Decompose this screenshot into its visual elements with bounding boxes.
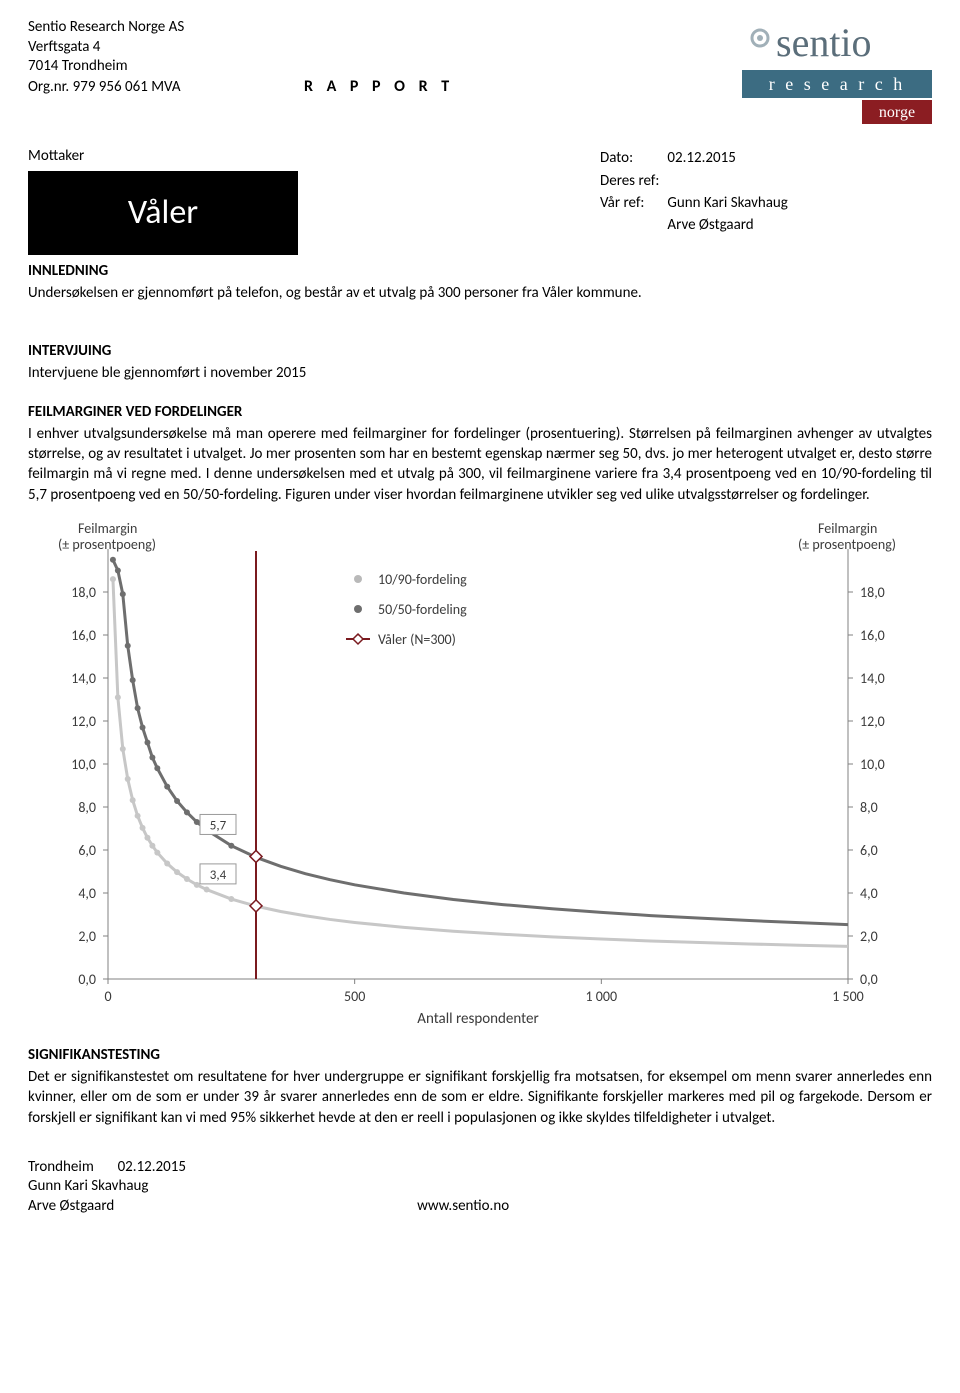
page-footer: Trondheim 02.12.2015 Gunn Kari Skavhaug … (28, 1158, 932, 1217)
sender-postal: 7014 Trondheim (28, 57, 454, 77)
svg-text:0,0: 0,0 (860, 971, 878, 988)
svg-text:4,0: 4,0 (860, 885, 878, 902)
recipient-label: Mottaker (28, 146, 428, 166)
svg-text:Antall respondenter: Antall respondenter (417, 1010, 538, 1028)
svg-text:10,0: 10,0 (860, 756, 885, 773)
recipient-block: Mottaker Våler Dato:02.12.2015 Deres ref… (28, 146, 932, 254)
page-header: Sentio Research Norge AS Verftsgata 4 70… (28, 18, 932, 134)
svg-text:(± prosentpoeng): (± prosentpoeng) (58, 536, 156, 553)
var-ref-label: Vår ref: (600, 193, 665, 213)
svg-text:14,0: 14,0 (71, 670, 96, 687)
svg-text:18,0: 18,0 (71, 584, 96, 601)
report-title: R A P P O R T (304, 77, 454, 96)
svg-text:10,0: 10,0 (71, 756, 96, 773)
footer-name-2: Arve Østgaard (28, 1197, 114, 1217)
svg-text:0,0: 0,0 (78, 971, 96, 988)
section-head-intervjuing: INTERVJUING (28, 341, 932, 361)
svg-text:12,0: 12,0 (860, 713, 885, 730)
footer-url: www.sentio.no (417, 1197, 509, 1217)
svg-text:8,0: 8,0 (78, 799, 96, 816)
footer-name-1: Gunn Kari Skavhaug (28, 1177, 932, 1197)
signifikans-text: Det er signifikanstestet om resultatene … (28, 1067, 932, 1128)
svg-text:16,0: 16,0 (860, 627, 885, 644)
dato-value: 02.12.2015 (667, 148, 793, 168)
svg-text:1 500: 1 500 (832, 988, 864, 1005)
svg-text:10/90-fordeling: 10/90-fordeling (378, 571, 467, 588)
var-ref-2: Arve Østgaard (667, 215, 793, 235)
svg-text:12,0: 12,0 (71, 713, 96, 730)
svg-text:Våler (N=300): Våler (N=300) (378, 631, 456, 648)
svg-text:8,0: 8,0 (860, 799, 878, 816)
svg-text:6,0: 6,0 (78, 842, 96, 859)
svg-text:2,0: 2,0 (860, 928, 878, 945)
svg-text:3,4: 3,4 (210, 868, 227, 883)
section-head-signifikans: SIGNIFIKANSTESTING (28, 1045, 932, 1065)
svg-text:4,0: 4,0 (78, 885, 96, 902)
sender-block: Sentio Research Norge AS Verftsgata 4 70… (28, 18, 454, 97)
svg-text:50/50-fordeling: 50/50-fordeling (378, 601, 467, 618)
sender-company: Sentio Research Norge AS (28, 18, 454, 38)
dato-label: Dato: (600, 148, 665, 168)
svg-text:sentio: sentio (776, 20, 872, 65)
sentio-logo: sentio r e s e a r c h norge (742, 18, 932, 134)
recipient-name-box: Våler (28, 171, 298, 255)
svg-text:500: 500 (344, 988, 365, 1005)
svg-text:2,0: 2,0 (78, 928, 96, 945)
feilmargin-text: I enhver utvalgsundersøkelse må man oper… (28, 424, 932, 505)
sender-orgnr: Org.nr. 979 956 061 MVA R A P P O R T (28, 77, 454, 98)
svg-text:1 000: 1 000 (586, 988, 618, 1005)
section-head-innledning: INNLEDNING (28, 261, 932, 281)
deres-ref-label: Deres ref: (600, 171, 665, 191)
feilmargin-chart: Feilmargin(± prosentpoeng)Feilmargin(± p… (28, 519, 908, 1039)
letter-meta: Dato:02.12.2015 Deres ref: Vår ref:Gunn … (598, 146, 796, 254)
svg-text:5,7: 5,7 (210, 818, 227, 833)
svg-text:r e s e a r c h: r e s e a r c h (769, 74, 905, 94)
svg-text:Feilmargin: Feilmargin (818, 520, 877, 537)
svg-text:(± prosentpoeng): (± prosentpoeng) (798, 536, 896, 553)
sender-street: Verftsgata 4 (28, 38, 454, 58)
svg-text:18,0: 18,0 (860, 584, 885, 601)
svg-text:16,0: 16,0 (71, 627, 96, 644)
footer-city-date: Trondheim 02.12.2015 (28, 1158, 932, 1178)
svg-text:14,0: 14,0 (860, 670, 885, 687)
intervjuing-text: Intervjuene ble gjennomført i november 2… (28, 363, 932, 383)
svg-text:norge: norge (879, 104, 915, 121)
innledning-text: Undersøkelsen er gjennomført på telefon,… (28, 283, 932, 303)
var-ref-1: Gunn Kari Skavhaug (667, 193, 793, 213)
svg-text:0: 0 (104, 988, 111, 1005)
svg-text:Feilmargin: Feilmargin (78, 520, 137, 537)
svg-text:6,0: 6,0 (860, 842, 878, 859)
section-head-feilmargin: FEILMARGINER VED FORDELINGER (28, 402, 932, 422)
